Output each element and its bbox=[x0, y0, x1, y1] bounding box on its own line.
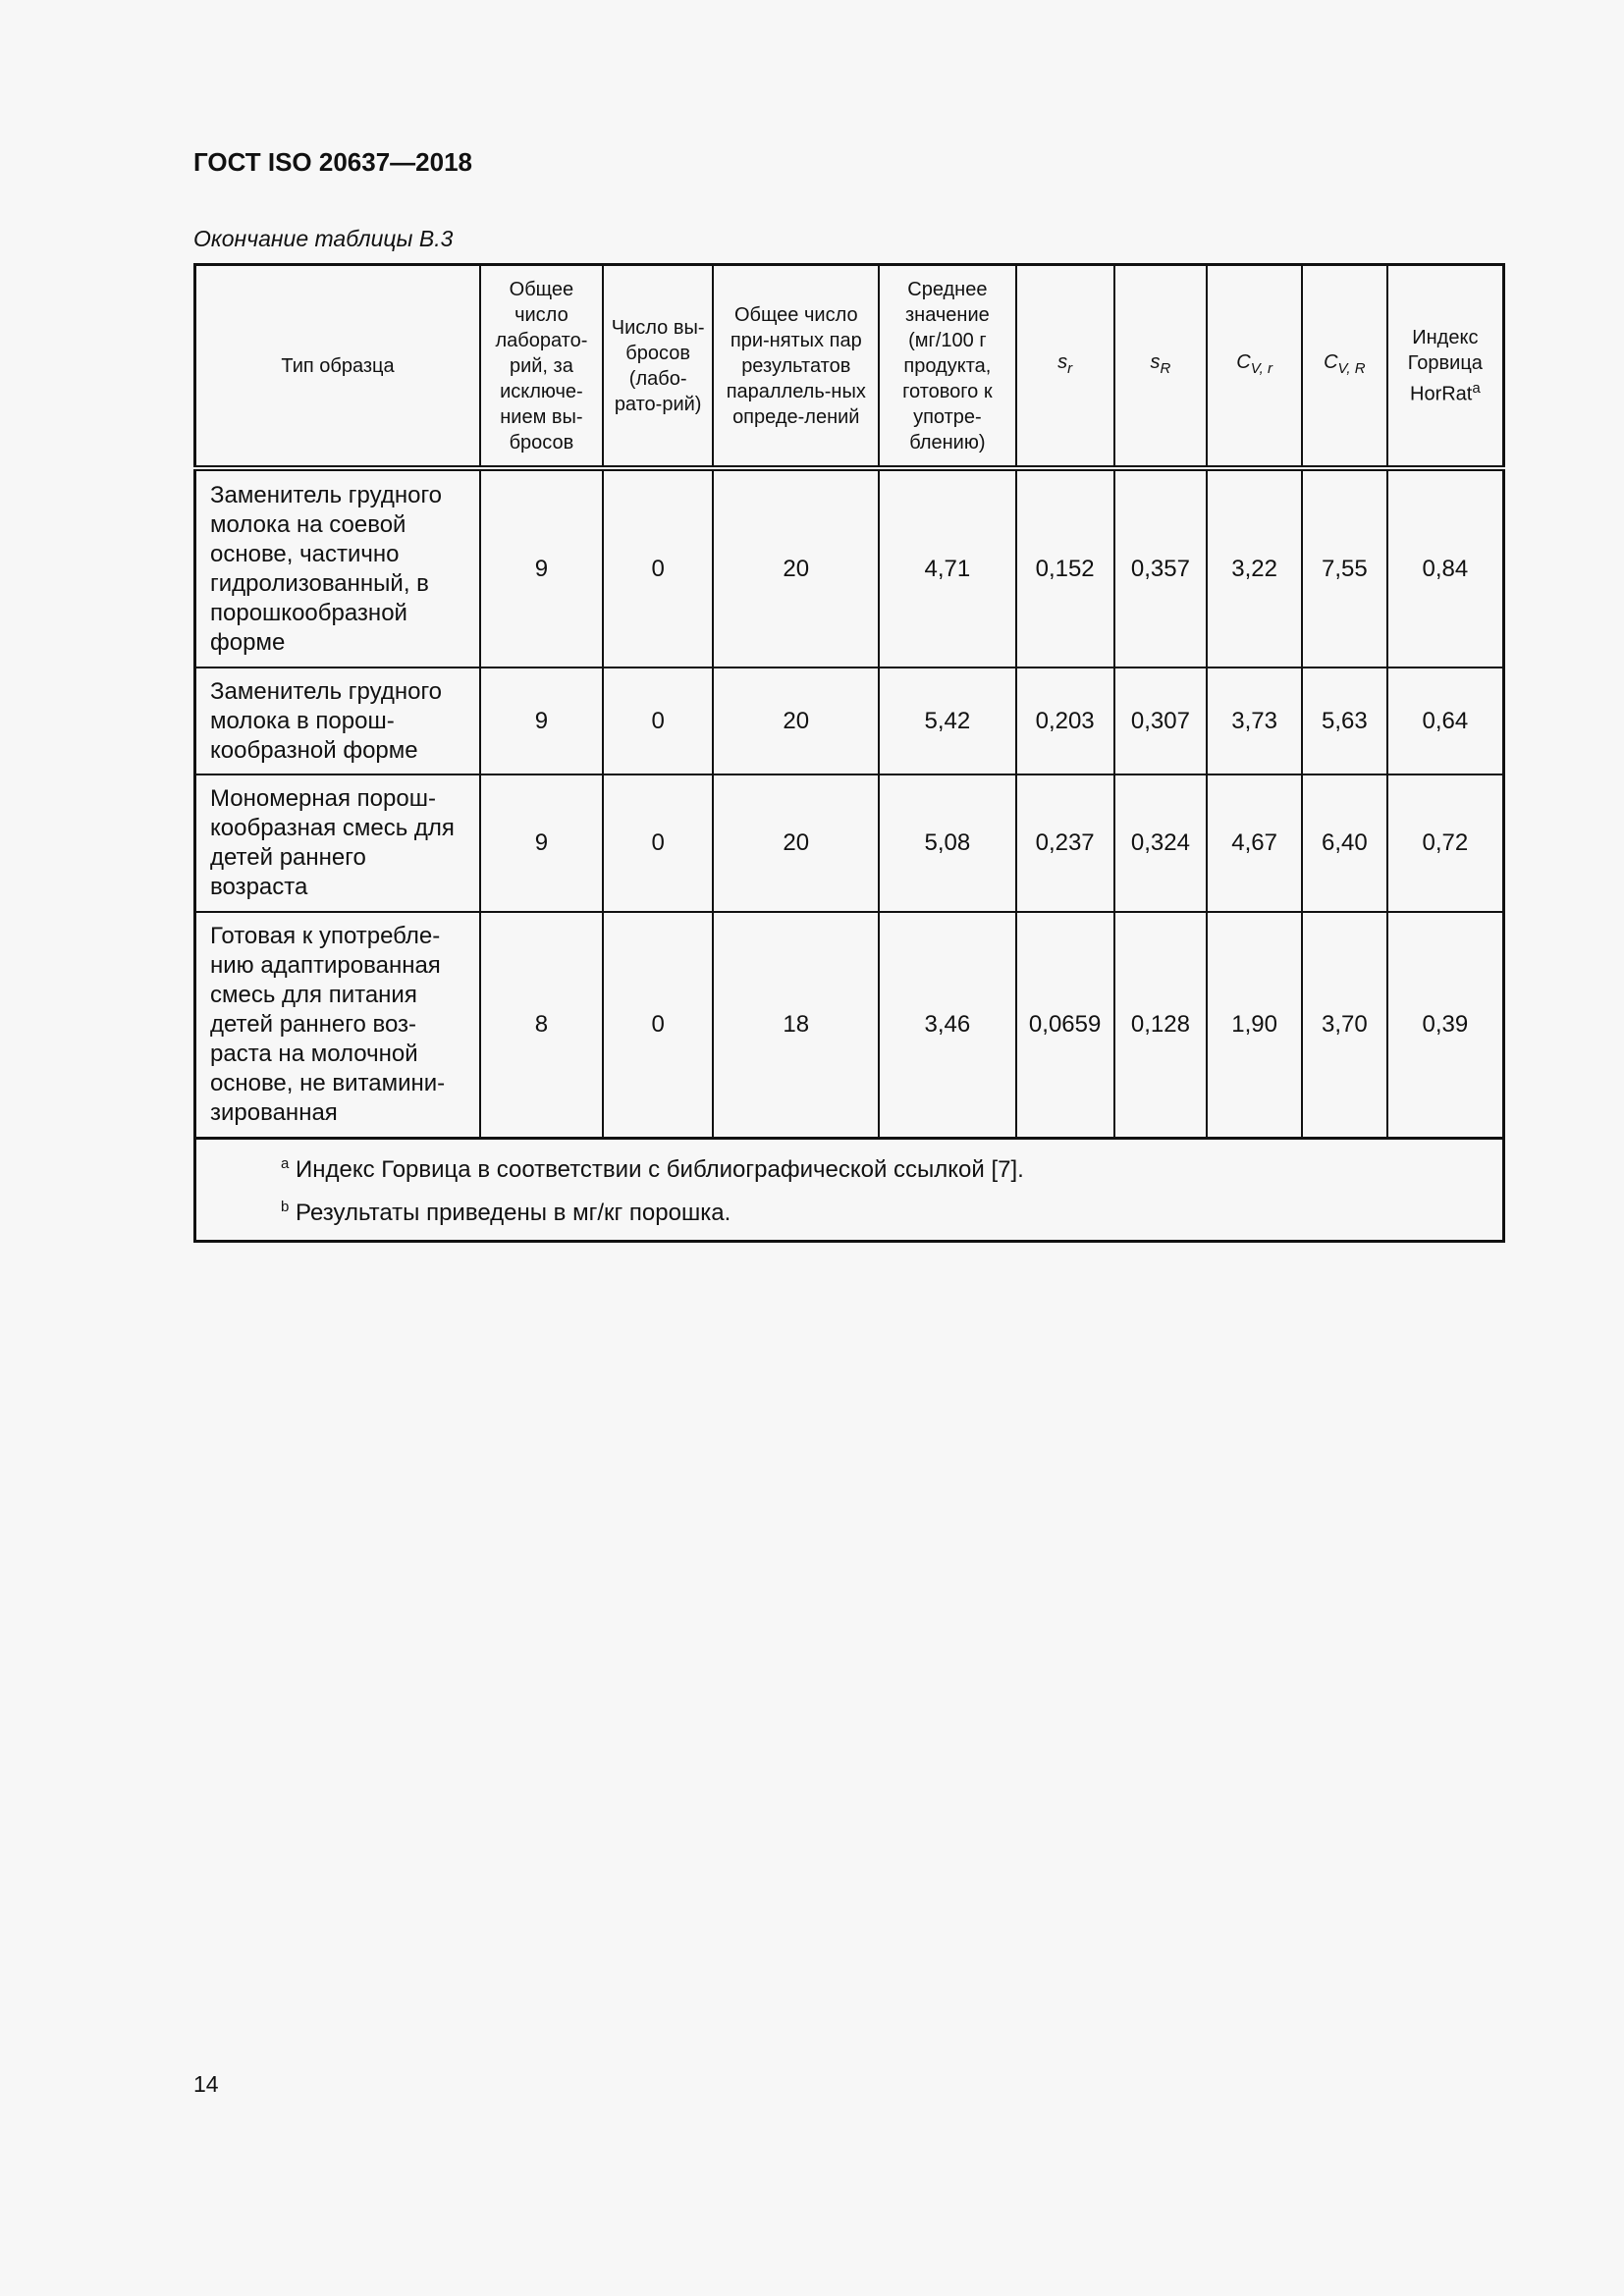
value-cell: 0,152 bbox=[1014, 467, 1115, 668]
value-cell: 6,40 bbox=[1300, 774, 1388, 913]
table-row: Готовая к употребле-нию адаптированная с… bbox=[193, 911, 1505, 1139]
col-header-type: Тип образца bbox=[193, 263, 481, 471]
value-cell: 3,73 bbox=[1206, 667, 1303, 775]
value-cell: 4,71 bbox=[878, 467, 1017, 668]
col-header-cvr: CV, r bbox=[1206, 263, 1303, 471]
value-cell: 4,67 bbox=[1206, 774, 1303, 913]
value-cell: 8 bbox=[479, 911, 604, 1139]
value-cell: 0,237 bbox=[1014, 774, 1115, 913]
sample-type-cell: Заменитель грудного молока в порош-кообр… bbox=[193, 667, 481, 775]
sample-type-cell: Готовая к употребле-нию адаптированная с… bbox=[193, 911, 481, 1139]
sample-type-cell: Заменитель грудного молока на соевой осн… bbox=[193, 467, 481, 668]
value-cell: 0,357 bbox=[1112, 467, 1209, 668]
col-header-labs: Общее число лаборато-рий, за исключе-ние… bbox=[479, 263, 604, 471]
table-row: Заменитель грудного молока в порош-кообр… bbox=[193, 667, 1505, 775]
value-cell: 0,307 bbox=[1112, 667, 1209, 775]
page-number: 14 bbox=[193, 2071, 219, 2097]
value-cell: 0,84 bbox=[1385, 467, 1505, 668]
value-cell: 3,22 bbox=[1206, 467, 1303, 668]
col-header-horrat: Индекс Горвица HorRata bbox=[1385, 263, 1505, 471]
value-cell: 0 bbox=[601, 774, 715, 913]
value-cell: 9 bbox=[479, 774, 604, 913]
value-cell: 5,08 bbox=[878, 774, 1017, 913]
col-header-outliers: Число вы-бросов (лабо-рато-рий) bbox=[601, 263, 715, 471]
value-cell: 3,70 bbox=[1300, 911, 1388, 1139]
table-row: Мономерная порош-кообразная смесь для де… bbox=[193, 774, 1505, 913]
col-header-sR: sR bbox=[1112, 263, 1209, 471]
value-cell: 18 bbox=[712, 911, 881, 1139]
value-cell: 20 bbox=[712, 467, 881, 668]
value-cell: 20 bbox=[712, 774, 881, 913]
document-title: ГОСТ ISO 20637—2018 bbox=[193, 147, 473, 177]
value-cell: 3,46 bbox=[878, 911, 1017, 1139]
value-cell: 7,55 bbox=[1300, 467, 1388, 668]
value-cell: 0,72 bbox=[1385, 774, 1505, 913]
value-cell: 0,0659 bbox=[1014, 911, 1115, 1139]
value-cell: 0,128 bbox=[1112, 911, 1209, 1139]
results-table: Тип образца Общее число лаборато-рий, за… bbox=[193, 263, 1505, 1243]
table-caption: Окончание таблицы В.3 bbox=[193, 226, 454, 251]
footnotes-row: a Индекс Горвица в соответствии с библио… bbox=[193, 1136, 1505, 1242]
table-header-row: Тип образца Общее число лаборато-рий, за… bbox=[193, 263, 1505, 471]
value-cell: 0 bbox=[601, 467, 715, 668]
value-cell: 20 bbox=[712, 667, 881, 775]
table-row: Заменитель грудного молока на соевой осн… bbox=[193, 467, 1505, 668]
value-cell: 0,324 bbox=[1112, 774, 1209, 913]
footnote: b Результаты приведены в мг/кг порошка. bbox=[281, 1198, 731, 1226]
sample-type-cell: Мономерная порош-кообразная смесь для де… bbox=[193, 774, 481, 913]
value-cell: 9 bbox=[479, 467, 604, 668]
col-header-pairs: Общее число при-нятых пар результатов па… bbox=[712, 263, 881, 471]
value-cell: 0 bbox=[601, 911, 715, 1139]
value-cell: 0,203 bbox=[1014, 667, 1115, 775]
footnote: a Индекс Горвица в соответствии с библио… bbox=[281, 1154, 1024, 1183]
col-header-mean: Среднее значение (мг/100 г продукта, гот… bbox=[878, 263, 1017, 471]
value-cell: 1,90 bbox=[1206, 911, 1303, 1139]
value-cell: 5,42 bbox=[878, 667, 1017, 775]
value-cell: 0,64 bbox=[1385, 667, 1505, 775]
value-cell: 9 bbox=[479, 667, 604, 775]
value-cell: 0,39 bbox=[1385, 911, 1505, 1139]
col-header-cvR: CV, R bbox=[1300, 263, 1388, 471]
col-header-sr: sr bbox=[1014, 263, 1115, 471]
value-cell: 5,63 bbox=[1300, 667, 1388, 775]
value-cell: 0 bbox=[601, 667, 715, 775]
